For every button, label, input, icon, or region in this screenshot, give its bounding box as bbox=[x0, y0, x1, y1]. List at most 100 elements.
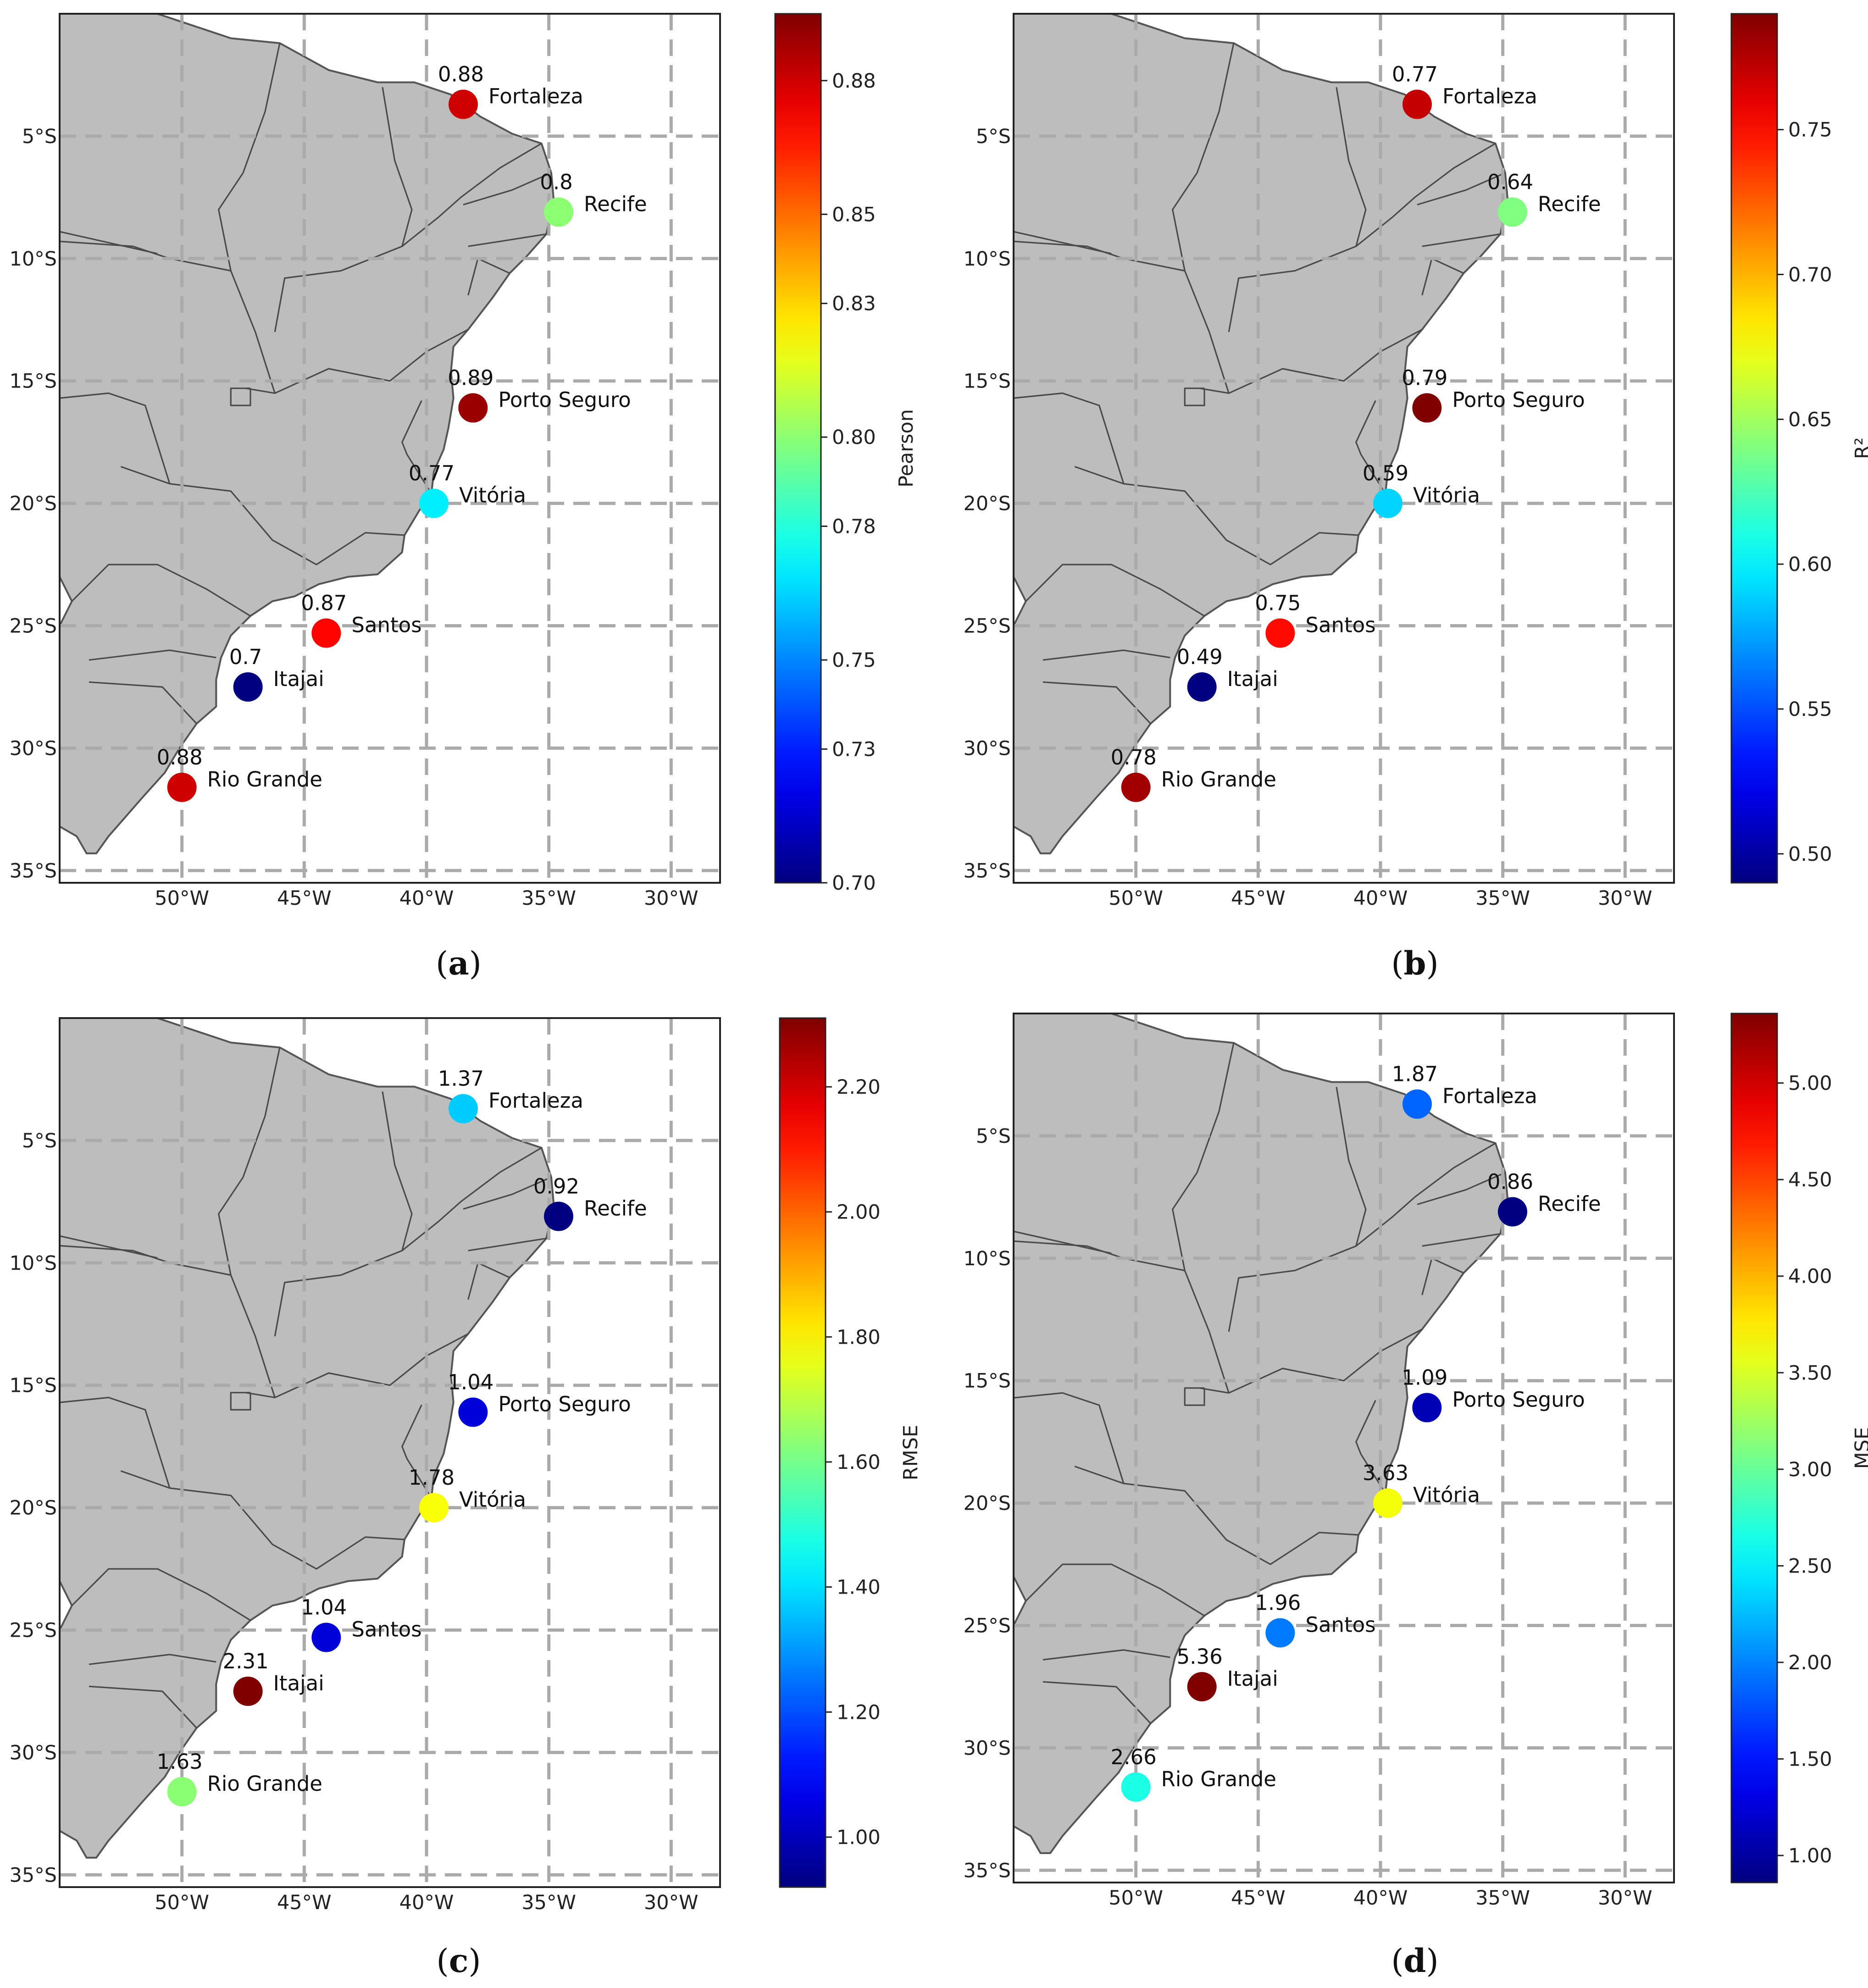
y-tick-label: 30°S bbox=[963, 737, 1011, 760]
panel-caption: (b) bbox=[1391, 944, 1439, 982]
station-value-label: 0.59 bbox=[1363, 461, 1408, 486]
x-tick-label: 35°W bbox=[1475, 887, 1530, 910]
x-tick-label: 40°W bbox=[1353, 887, 1408, 910]
station-name-label: Recife bbox=[1538, 1191, 1601, 1216]
station-name-label: Itajai bbox=[273, 1671, 324, 1695]
colorbar-tick-label: 2.20 bbox=[837, 1076, 881, 1099]
station-marker bbox=[449, 89, 478, 119]
colorbar-tick-label: 2.00 bbox=[837, 1201, 881, 1224]
station-marker bbox=[1373, 488, 1402, 518]
state-border bbox=[89, 681, 197, 725]
station-value-label: 5.36 bbox=[1177, 1645, 1223, 1669]
y-tick-label: 5°S bbox=[22, 1130, 57, 1152]
panel-caption: (a) bbox=[436, 944, 482, 982]
y-tick-label: 25°S bbox=[963, 615, 1011, 638]
station-name-label: Recife bbox=[584, 1196, 647, 1220]
station-name-label: Itajai bbox=[273, 667, 324, 691]
y-tick-label: 35°S bbox=[9, 1864, 57, 1887]
colorbar bbox=[775, 14, 821, 883]
colorbar-tick-label: 5.00 bbox=[1788, 1072, 1832, 1095]
station-value-label: 0.87 bbox=[301, 591, 347, 615]
station-marker bbox=[233, 1676, 263, 1706]
state-border bbox=[1014, 231, 1112, 255]
colorbar-tick-label: 1.00 bbox=[1788, 1844, 1832, 1867]
station-marker bbox=[419, 488, 449, 518]
station-value-label: 0.8 bbox=[540, 170, 573, 194]
colorbar-tick-label: 1.50 bbox=[1788, 1748, 1832, 1771]
x-tick-label: 50°W bbox=[155, 887, 209, 910]
station-value-label: 0.86 bbox=[1487, 1169, 1533, 1194]
x-tick-label: 40°W bbox=[1353, 1887, 1408, 1910]
y-tick-label: 25°S bbox=[9, 1619, 57, 1642]
station-value-label: 0.89 bbox=[448, 365, 493, 390]
station-name-label: Porto Seguro bbox=[1452, 388, 1585, 412]
y-tick-label: 15°S bbox=[9, 370, 57, 393]
colorbar-label: Pearson bbox=[895, 409, 918, 487]
state-border bbox=[1422, 233, 1501, 247]
station-name-label: Santos bbox=[351, 1617, 421, 1642]
station-value-label: 0.49 bbox=[1177, 645, 1223, 669]
station-marker bbox=[311, 1623, 341, 1652]
station-value-label: 0.88 bbox=[438, 62, 484, 87]
y-tick-label: 5°S bbox=[976, 125, 1011, 148]
station-value-label: 3.63 bbox=[1363, 1461, 1408, 1485]
y-tick-label: 30°S bbox=[9, 1741, 57, 1764]
y-tick-label: 30°S bbox=[963, 1737, 1011, 1760]
colorbar-tick-label: 4.50 bbox=[1788, 1168, 1832, 1191]
station-marker bbox=[1373, 1488, 1402, 1518]
station-name-label: Fortaleza bbox=[488, 84, 583, 109]
station-name-label: Vitória bbox=[1413, 483, 1480, 508]
station-name-label: Vitória bbox=[1413, 1483, 1480, 1507]
x-tick-label: 50°W bbox=[1109, 887, 1163, 910]
colorbar-tick-label: 4.00 bbox=[1788, 1265, 1832, 1288]
station-name-label: Porto Seguro bbox=[498, 388, 631, 412]
colorbar-tick-label: 0.70 bbox=[832, 872, 876, 895]
y-tick-label: 20°S bbox=[963, 493, 1011, 515]
station-marker bbox=[1498, 197, 1527, 227]
station-marker bbox=[1187, 672, 1217, 702]
station-value-label: 1.96 bbox=[1255, 1591, 1301, 1615]
x-tick-label: 30°W bbox=[644, 1891, 698, 1914]
colorbar-tick-label: 0.73 bbox=[832, 738, 876, 761]
state-border bbox=[89, 649, 216, 661]
colorbar-tick-label: 1.40 bbox=[837, 1576, 881, 1599]
y-tick-label: 5°S bbox=[22, 125, 57, 148]
y-tick-label: 10°S bbox=[963, 1247, 1011, 1270]
state-border bbox=[1199, 1329, 1423, 1394]
station-value-label: 0.77 bbox=[1392, 62, 1438, 87]
state-border bbox=[230, 388, 251, 406]
map-panel-c: 50°W 45°W 40°W 35°W 30°W 5°S 10°S 15°S 20°S 25°S 3… bbox=[9, 1017, 922, 1980]
station-marker bbox=[1402, 89, 1432, 119]
x-tick-label: 45°W bbox=[277, 887, 332, 910]
x-tick-label: 30°W bbox=[1598, 887, 1652, 910]
station-marker bbox=[544, 197, 573, 227]
colorbar-tick-label: 0.70 bbox=[1788, 264, 1832, 287]
colorbar-tick-label: 0.50 bbox=[1788, 843, 1832, 866]
state-border bbox=[1025, 1563, 1205, 1617]
map-frame bbox=[59, 1017, 721, 1888]
state-border bbox=[245, 329, 469, 394]
state-border bbox=[230, 1392, 251, 1411]
state-border bbox=[1014, 392, 1125, 484]
station-marker bbox=[1412, 393, 1442, 423]
y-tick-label: 20°S bbox=[9, 1497, 57, 1520]
state-border bbox=[1014, 1392, 1125, 1484]
y-tick-label: 10°S bbox=[9, 248, 57, 271]
station-name-label: Recife bbox=[584, 192, 647, 216]
station-value-label: 0.79 bbox=[1402, 365, 1447, 390]
station-value-label: 1.87 bbox=[1392, 1062, 1438, 1086]
map-frame bbox=[1013, 13, 1675, 884]
colorbar-frame bbox=[779, 1017, 826, 1888]
colorbar-label: RMSE bbox=[899, 1425, 922, 1480]
colorbar-tick-label: 3.00 bbox=[1788, 1458, 1832, 1481]
y-tick-label: 15°S bbox=[963, 1370, 1011, 1393]
colorbar-tick-label: 3.50 bbox=[1788, 1362, 1832, 1384]
colorbar-tick-label: 0.88 bbox=[832, 70, 876, 93]
map-frame bbox=[1013, 1013, 1675, 1883]
y-tick-label: 35°S bbox=[963, 859, 1011, 882]
colorbar-tick-label: 0.80 bbox=[832, 426, 876, 449]
map-frame bbox=[59, 13, 721, 884]
colorbar-tick-label: 1.00 bbox=[837, 1826, 881, 1849]
station-marker bbox=[1412, 1393, 1442, 1423]
